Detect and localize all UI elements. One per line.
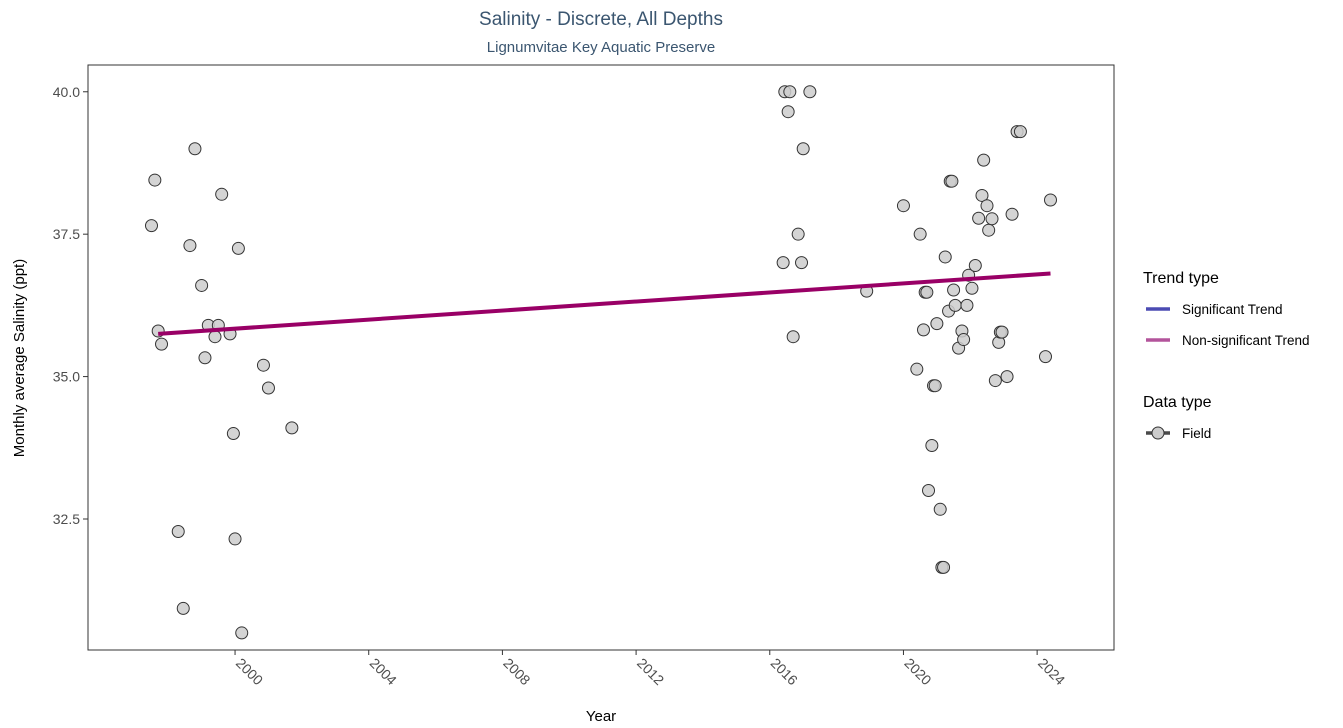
- data-point-58: [968, 259, 982, 273]
- data-point-18: [235, 626, 249, 640]
- data-point-42: [930, 317, 944, 331]
- data-point-61: [977, 153, 991, 167]
- data-point-13: [215, 187, 229, 201]
- data-point-16: [228, 532, 242, 546]
- data-point-69: [1000, 370, 1014, 384]
- data-point-43: [933, 502, 947, 516]
- data-point-57: [965, 281, 979, 295]
- data-point-0: [144, 219, 158, 233]
- data-point-50: [947, 283, 961, 297]
- data-points: [144, 85, 1058, 640]
- legend: Trend type Significant Trend Non-signifi…: [1143, 270, 1310, 441]
- legend-trend-title: Trend type: [1143, 270, 1219, 287]
- data-point-49: [945, 174, 959, 188]
- data-point-51: [948, 298, 962, 312]
- chart-subtitle: Lignumvitae Key Aquatic Preserve: [487, 39, 715, 56]
- data-point-33: [910, 362, 924, 376]
- x-tick-label-1: 2004: [367, 655, 400, 688]
- data-point-21: [285, 421, 299, 435]
- data-point-72: [1013, 125, 1027, 139]
- y-axis: 32.5 35.0 37.5 40.0: [53, 84, 88, 527]
- data-point-70: [1005, 207, 1019, 221]
- data-point-39: [925, 439, 939, 453]
- data-point-17: [231, 241, 245, 255]
- x-axis: 2000 2004 2008 2012 2016 2020 2024: [233, 650, 1068, 688]
- x-axis-title: Year: [586, 708, 616, 725]
- data-point-35: [917, 323, 931, 337]
- plot-panel: [87, 64, 1115, 651]
- data-point-54: [957, 333, 971, 347]
- x-tick-label-0: 2000: [233, 655, 266, 688]
- y-tick-label-1: 35.0: [53, 369, 80, 385]
- x-tick-label-5: 2020: [901, 655, 934, 688]
- data-point-4: [171, 525, 185, 539]
- data-point-32: [896, 199, 910, 213]
- x-tick-label-6: 2024: [1035, 655, 1068, 688]
- data-point-3: [155, 337, 169, 351]
- data-point-27: [791, 227, 805, 241]
- legend-data-title: Data type: [1143, 394, 1212, 411]
- data-point-37: [920, 285, 934, 299]
- data-point-38: [922, 484, 936, 498]
- data-point-15: [226, 427, 240, 441]
- data-point-7: [188, 142, 202, 156]
- x-tick-label-3: 2012: [634, 655, 667, 688]
- chart-title: Salinity - Discrete, All Depths: [479, 9, 723, 30]
- data-point-45: [937, 560, 951, 574]
- data-point-20: [261, 381, 275, 395]
- data-point-62: [980, 199, 994, 213]
- trend-layer: [158, 271, 1051, 336]
- x-tick-label-4: 2016: [768, 655, 801, 688]
- data-point-64: [985, 212, 999, 226]
- legend-nonsignificant-trend-label: Non-significant Trend: [1182, 333, 1310, 348]
- data-point-60: [975, 188, 989, 202]
- data-point-63: [982, 223, 996, 237]
- x-tick-label-2: 2008: [500, 655, 533, 688]
- data-point-6: [183, 239, 197, 253]
- y-tick-label-2: 37.5: [53, 226, 80, 242]
- data-point-5: [176, 601, 190, 615]
- y-tick-label-0: 32.5: [53, 511, 80, 527]
- data-point-29: [796, 142, 810, 156]
- data-point-28: [795, 256, 809, 270]
- data-point-30: [803, 85, 817, 99]
- data-point-25: [783, 85, 797, 99]
- data-point-1: [148, 173, 162, 187]
- trend-line: [158, 271, 1051, 336]
- data-point-34: [913, 227, 927, 241]
- data-point-65: [988, 374, 1002, 388]
- data-point-19: [256, 358, 270, 372]
- data-point-46: [938, 250, 952, 264]
- data-point-41: [928, 379, 942, 393]
- data-point-8: [195, 278, 209, 292]
- data-point-68: [995, 325, 1009, 339]
- data-point-22: [776, 256, 790, 270]
- data-point-26: [786, 330, 800, 344]
- y-axis-title: Monthly average Salinity (ppt): [11, 259, 28, 457]
- y-tick-label-3: 40.0: [53, 84, 80, 100]
- data-point-11: [208, 330, 222, 344]
- data-point-55: [960, 298, 974, 312]
- data-point-73: [1038, 350, 1052, 364]
- data-point-9: [198, 351, 212, 365]
- legend-field-label: Field: [1182, 426, 1211, 441]
- data-point-59: [972, 211, 986, 225]
- data-point-74: [1044, 193, 1058, 207]
- data-point-24: [781, 105, 795, 119]
- legend-significant-trend-label: Significant Trend: [1182, 302, 1283, 317]
- legend-field-key-marker: [1151, 426, 1165, 440]
